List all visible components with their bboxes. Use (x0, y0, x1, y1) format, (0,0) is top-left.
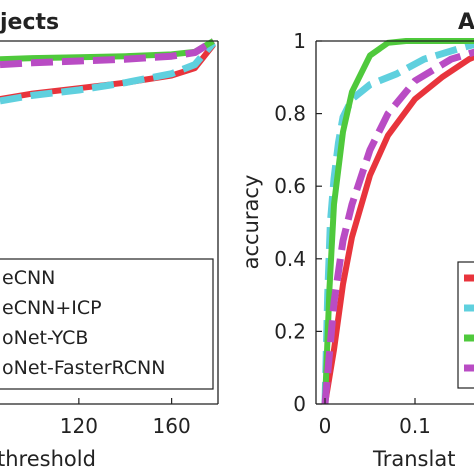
right-y-tick-label: 0 (293, 392, 306, 416)
left-series-line-2 (0, 40, 217, 105)
right-x-tick-label: 0.1 (399, 414, 431, 438)
legend-label-4: oNet-FasterRCNN (2, 357, 165, 379)
right-y-axis-label: accuracy (239, 175, 263, 270)
left-chart: jects 120 160 threshold eCNN eCNN+ICP oNe… (0, 10, 219, 471)
right-legend (457, 261, 474, 389)
legend-label-3: oNet-YCB (2, 327, 88, 349)
left-x-tick-label: 120 (60, 414, 98, 438)
right-plot-lines (321, 38, 474, 405)
left-x-axis-label: threshold (0, 447, 96, 471)
right-y-tick-label: 0.8 (274, 102, 306, 126)
right-x-axis-label: Translat (372, 447, 455, 471)
right-series-line-4 (321, 48, 474, 405)
left-chart-title: jects (0, 10, 59, 35)
legend-label-2: eCNN+ICP (2, 297, 102, 319)
right-series-line-1 (322, 53, 474, 405)
legend-label-1: eCNN (2, 267, 55, 289)
left-x-ticks: 120 160 (60, 398, 191, 438)
left-plot-lines (0, 38, 217, 105)
right-chart-title: A (458, 10, 474, 35)
right-x-ticks: 0 0.1 (319, 398, 431, 438)
right-y-tick-label: 0.6 (274, 174, 306, 198)
right-y-tick-label: 1 (293, 29, 306, 53)
right-chart: A accuracy 00.20.40.60.81 0 0.1 Translat (239, 10, 474, 471)
left-series-line-4 (0, 38, 216, 69)
left-legend-box (0, 258, 214, 390)
left-legend: eCNN eCNN+ICP oNet-YCB oNet-FasterRCNN (0, 258, 214, 390)
right-legend-box (457, 261, 474, 389)
right-y-ticks: 0 0.2 0.4 0.6 0.8 1 (274, 29, 322, 416)
right-y-tick-label: 0.4 (274, 247, 306, 271)
right-y-tick-label: 0.2 (274, 319, 306, 343)
right-x-tick-label: 0 (319, 414, 332, 438)
left-x-tick-label: 160 (153, 414, 191, 438)
